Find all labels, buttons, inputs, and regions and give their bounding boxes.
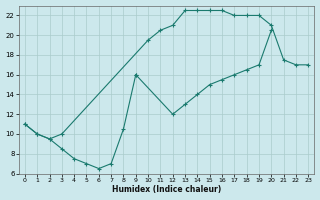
X-axis label: Humidex (Indice chaleur): Humidex (Indice chaleur)	[112, 185, 221, 194]
